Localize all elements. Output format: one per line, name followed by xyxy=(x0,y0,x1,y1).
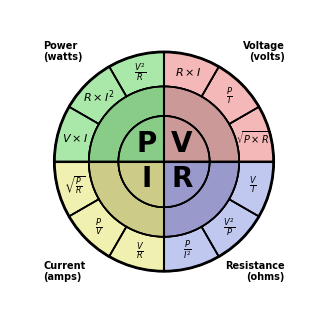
Polygon shape xyxy=(69,67,126,124)
Text: P: P xyxy=(136,130,156,158)
Polygon shape xyxy=(202,199,259,257)
Text: $\frac{V^2}{R}$: $\frac{V^2}{R}$ xyxy=(134,61,146,83)
Text: $\frac{V}{R}$: $\frac{V}{R}$ xyxy=(136,240,144,262)
Polygon shape xyxy=(69,199,126,257)
Text: $V \times I$: $V \times I$ xyxy=(62,132,88,144)
Polygon shape xyxy=(164,86,239,162)
Text: $\frac{P}{I}$: $\frac{P}{I}$ xyxy=(226,85,233,107)
Polygon shape xyxy=(54,162,99,216)
Polygon shape xyxy=(118,116,164,162)
Text: R: R xyxy=(171,165,192,193)
Polygon shape xyxy=(164,162,210,207)
Polygon shape xyxy=(164,116,210,162)
Polygon shape xyxy=(164,162,239,237)
Polygon shape xyxy=(89,162,164,237)
Text: I: I xyxy=(141,165,151,193)
Text: $\frac{V^2}{P}$: $\frac{V^2}{P}$ xyxy=(223,216,236,238)
Polygon shape xyxy=(89,86,164,162)
Polygon shape xyxy=(54,107,99,162)
Text: Power
(watts): Power (watts) xyxy=(43,41,83,62)
Text: $\frac{V}{I}$: $\frac{V}{I}$ xyxy=(249,175,257,196)
Polygon shape xyxy=(164,227,219,271)
Text: $R \times I^2$: $R \times I^2$ xyxy=(83,88,115,105)
Polygon shape xyxy=(109,52,164,97)
Text: $R \times I$: $R \times I$ xyxy=(175,66,201,78)
Polygon shape xyxy=(118,162,164,207)
Text: V: V xyxy=(171,130,192,158)
Text: $\frac{P}{V}$: $\frac{P}{V}$ xyxy=(95,216,103,238)
Polygon shape xyxy=(164,52,219,97)
Text: Resistance
(ohms): Resistance (ohms) xyxy=(225,261,285,282)
Polygon shape xyxy=(202,67,259,124)
Text: Voltage
(volts): Voltage (volts) xyxy=(243,41,285,62)
Polygon shape xyxy=(229,162,274,216)
Text: $\frac{P}{I^2}$: $\frac{P}{I^2}$ xyxy=(183,239,192,262)
Text: Current
(amps): Current (amps) xyxy=(43,261,85,282)
Polygon shape xyxy=(109,227,164,271)
Polygon shape xyxy=(229,107,274,162)
Text: $\sqrt{P \times R}$: $\sqrt{P \times R}$ xyxy=(236,129,271,146)
Text: $\sqrt{\frac{P}{R}}$: $\sqrt{\frac{P}{R}}$ xyxy=(64,175,85,196)
